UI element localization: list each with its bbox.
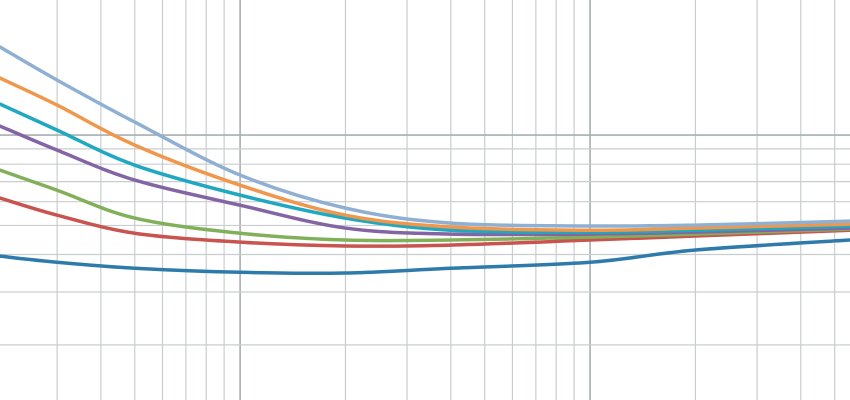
series-line xyxy=(0,196,850,248)
series-line xyxy=(0,168,850,243)
series-line xyxy=(0,102,850,234)
series-line xyxy=(0,76,850,232)
series-line xyxy=(0,45,850,228)
series-line xyxy=(0,124,850,237)
series-line xyxy=(0,238,850,276)
